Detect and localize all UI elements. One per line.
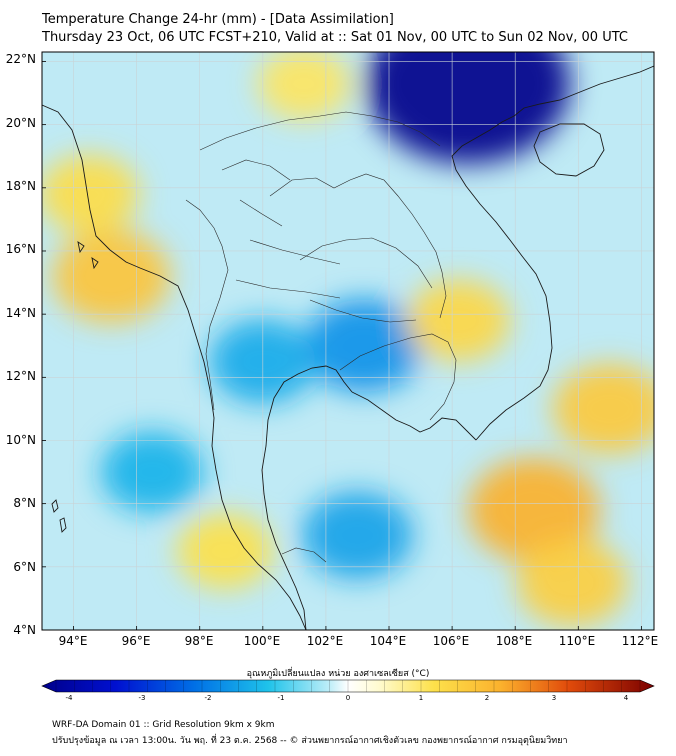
gulf-coast-east [351, 391, 477, 441]
field-anomaly [176, 513, 273, 590]
north-borders [199, 111, 441, 151]
field-anomaly [304, 299, 423, 393]
colorbar-tick-label: 3 [551, 694, 557, 702]
lon-label: 112°E [621, 634, 659, 648]
field-anomaly [52, 229, 171, 323]
lat-label: 16°N [5, 242, 36, 256]
colorbar-tick-label: 4 [623, 694, 629, 702]
lon-label: 108°E [495, 634, 533, 648]
map-frame [42, 52, 654, 630]
field-anomaly [100, 431, 205, 513]
vietnam-coast [451, 65, 654, 441]
colorbar-tick-label: 1 [418, 694, 424, 702]
myanmar-thailand-border [185, 199, 229, 411]
colorbar-tick-label: -2 [204, 694, 212, 702]
colorbar-tick-label: -4 [65, 694, 73, 702]
thailand-east-provinces [299, 237, 433, 323]
field-anomaly [468, 457, 601, 562]
lon-label: 94°E [58, 634, 88, 648]
malaysia-border [281, 547, 327, 563]
lat-label: 22°N [5, 52, 36, 66]
lat-label: 10°N [5, 433, 36, 447]
hainan-island [533, 123, 605, 177]
field-anomaly [406, 279, 511, 362]
lon-label: 102°E [306, 634, 344, 648]
borders [185, 111, 457, 563]
lat-label: 14°N [5, 306, 36, 320]
lon-label: 104°E [369, 634, 407, 648]
thailand-north-provinces [221, 159, 341, 299]
colorbar [41, 679, 655, 693]
field-anomaly [42, 154, 140, 234]
lon-label: 98°E [184, 634, 214, 648]
field-anomaly [257, 52, 351, 121]
cambodia-outline [339, 333, 457, 421]
lat-label: 20°N [5, 116, 36, 130]
lat-label: 18°N [5, 179, 36, 193]
map-title: Temperature Change 24-hr (mm) - [Data As… [42, 12, 394, 27]
lon-label: 110°E [558, 634, 596, 648]
mainland-coast [42, 104, 307, 630]
lat-label: 6°N [13, 560, 36, 574]
islands-nw-coast [77, 241, 99, 270]
colorbar-tick-label: 0 [345, 694, 351, 702]
colorbar-title: อุณหภูมิเปลี่ยนแปลง หน่วย องศาเซลเซียส (… [246, 669, 430, 679]
colorbar-tick-label: -1 [277, 694, 285, 702]
field-anomaly [302, 491, 413, 579]
lon-label: 106°E [432, 634, 470, 648]
lat-label: 8°N [13, 496, 36, 510]
coastlines [42, 65, 654, 630]
footer-credit: ปรับปรุงข้อมูล ณ เวลา 13:00น. วัน พฤ. ที… [52, 736, 568, 746]
colorbar-tick-marks [55, 680, 641, 692]
field-layer [42, 52, 654, 627]
lat-label: 4°N [13, 623, 36, 637]
colorbar-bar [41, 679, 655, 693]
colorbar-tick-label: 2 [484, 694, 490, 702]
map-tick-marks [42, 61, 642, 630]
lat-label: 12°N [5, 369, 36, 383]
islands-andaman [51, 499, 67, 533]
map-subtitle: Thursday 23 Oct, 06 UTC FCST+210, Valid … [42, 30, 628, 45]
lon-label: 96°E [121, 634, 151, 648]
colorbar-tick-label: -3 [138, 694, 146, 702]
gulf-coast-west [261, 365, 353, 630]
lon-label: 100°E [243, 634, 281, 648]
footer-model-info: WRF-DA Domain 01 :: Grid Resolution 9km … [52, 720, 275, 730]
map-border [41, 51, 655, 631]
graticule [42, 52, 654, 630]
field-anomaly [516, 539, 628, 627]
field-anomaly [365, 52, 570, 164]
laos-outline [269, 173, 447, 319]
